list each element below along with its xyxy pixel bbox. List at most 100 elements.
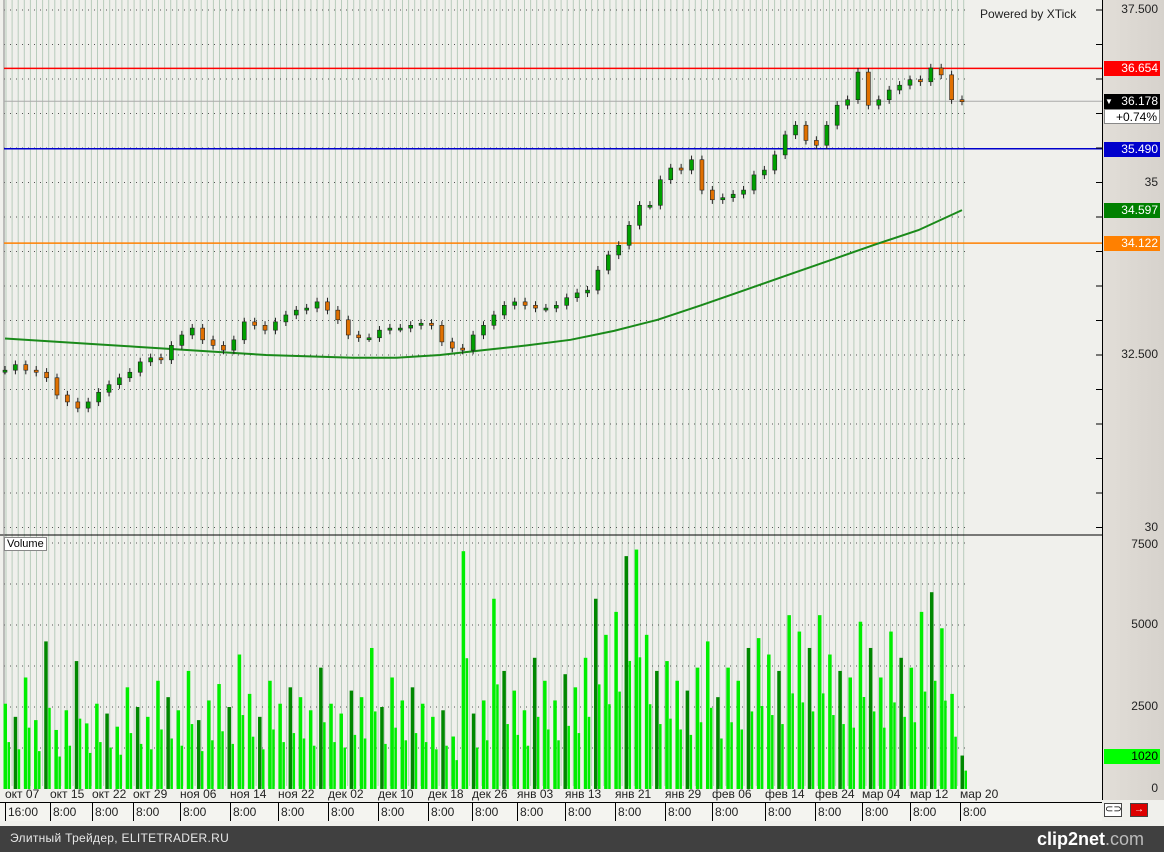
volume-bar (196, 720, 201, 789)
volume-bar (618, 691, 621, 789)
volume-bar (329, 703, 333, 789)
x-time-label: 8:00 (517, 803, 543, 821)
volume-bar (740, 729, 744, 789)
volume-bar (760, 706, 764, 789)
volume-bar (58, 756, 61, 789)
candle-body (626, 224, 632, 246)
volume-bar (451, 736, 455, 789)
volume-bar (940, 628, 944, 789)
x-time-label: 8:00 (862, 803, 888, 821)
volume-bar (247, 693, 252, 789)
volume-bar (950, 693, 954, 789)
volume-bar (889, 631, 893, 789)
candle-body (606, 254, 611, 271)
volume-bar (78, 718, 82, 789)
x-time-label: 8:00 (50, 803, 76, 821)
volume-bar (13, 716, 18, 789)
candle-body (793, 124, 798, 136)
volume-bar (420, 703, 425, 789)
candle-body (449, 341, 455, 349)
volume-bar (801, 702, 805, 789)
volume-bar (129, 733, 133, 789)
x-date-label: фев 06 (712, 787, 752, 801)
candle-body (730, 193, 736, 198)
candle-body (470, 334, 476, 351)
candle-body (637, 204, 642, 226)
candle-body (283, 314, 289, 323)
candle-body (907, 79, 913, 86)
volume-tick-label: 5000 (1131, 617, 1158, 631)
volume-bar (241, 715, 245, 789)
candle-body (678, 167, 684, 171)
price-tick-label: 35 (1144, 174, 1158, 189)
exit-icon[interactable]: → (1130, 803, 1148, 817)
volume-bar (48, 707, 51, 789)
volume-bar (536, 716, 540, 789)
volume-bar (251, 736, 255, 789)
volume-bar (954, 736, 957, 789)
candle-body (949, 74, 954, 101)
x-date-label: мар 04 (862, 787, 901, 801)
candle-body (647, 204, 653, 208)
candle-body (418, 322, 424, 326)
volume-bar (669, 718, 672, 789)
candle-body (834, 104, 840, 126)
candle-body (314, 301, 320, 309)
volume-bar (797, 631, 802, 789)
volume-bar (899, 657, 903, 789)
x-time-label: 8:00 (910, 803, 936, 821)
x-time-label: 8:00 (133, 803, 159, 821)
volume-bar (237, 654, 242, 789)
candle-body (127, 371, 133, 379)
footer-text: Элитный Трейдер, ELITETRADER.RU (10, 831, 230, 845)
volume-bar (455, 760, 458, 789)
volume-bar (526, 745, 530, 789)
x-time-label: 8:00 (378, 803, 404, 821)
volume-bar (282, 742, 285, 789)
volume-bar (787, 615, 791, 789)
volume-bar (359, 697, 364, 789)
volume-bar (933, 680, 937, 789)
volume-bar (695, 667, 700, 789)
volume-bar (838, 670, 842, 789)
candle-body (241, 321, 247, 341)
volume-bar (828, 654, 832, 789)
volume-bar (156, 680, 160, 789)
x-date-label: янв 03 (517, 787, 554, 801)
volume-pane-label: Volume (4, 537, 47, 551)
link-icon[interactable]: ⊂⊃ (1104, 803, 1122, 817)
candle-body (595, 269, 601, 291)
volume-tick-label: 0 (1151, 781, 1158, 795)
candle-body (866, 71, 871, 106)
volume-bar (465, 658, 469, 789)
volume-bar (777, 670, 781, 789)
candle-body (751, 174, 757, 191)
volume-bar (268, 680, 272, 789)
candle-body (959, 99, 965, 102)
candle-body (210, 339, 216, 346)
candle-body (554, 305, 559, 309)
chart-canvas[interactable] (0, 0, 1102, 800)
volume-bar (445, 745, 448, 789)
volume-bar (170, 738, 173, 789)
volume-bar (716, 697, 720, 789)
candle-body (533, 305, 538, 309)
volume-bar (944, 700, 947, 789)
x-date-label: янв 29 (665, 787, 702, 801)
volume-bar (105, 713, 109, 789)
volume-bar (339, 713, 343, 789)
volume-bar (370, 647, 374, 789)
candle-body (845, 99, 850, 106)
x-time-label: 8:00 (92, 803, 118, 821)
candle-body (439, 325, 445, 343)
volume-bar (186, 670, 191, 789)
volume-bar (655, 670, 659, 789)
x-date-label: фев 14 (765, 787, 805, 801)
candle-body (44, 371, 49, 379)
candle-body (13, 364, 18, 371)
volume-bar (139, 743, 143, 789)
horizontal-line-tag: 34.122 (1104, 236, 1160, 252)
candle-body (65, 394, 70, 403)
volume-bar (160, 729, 163, 789)
volume-bar (868, 647, 873, 789)
